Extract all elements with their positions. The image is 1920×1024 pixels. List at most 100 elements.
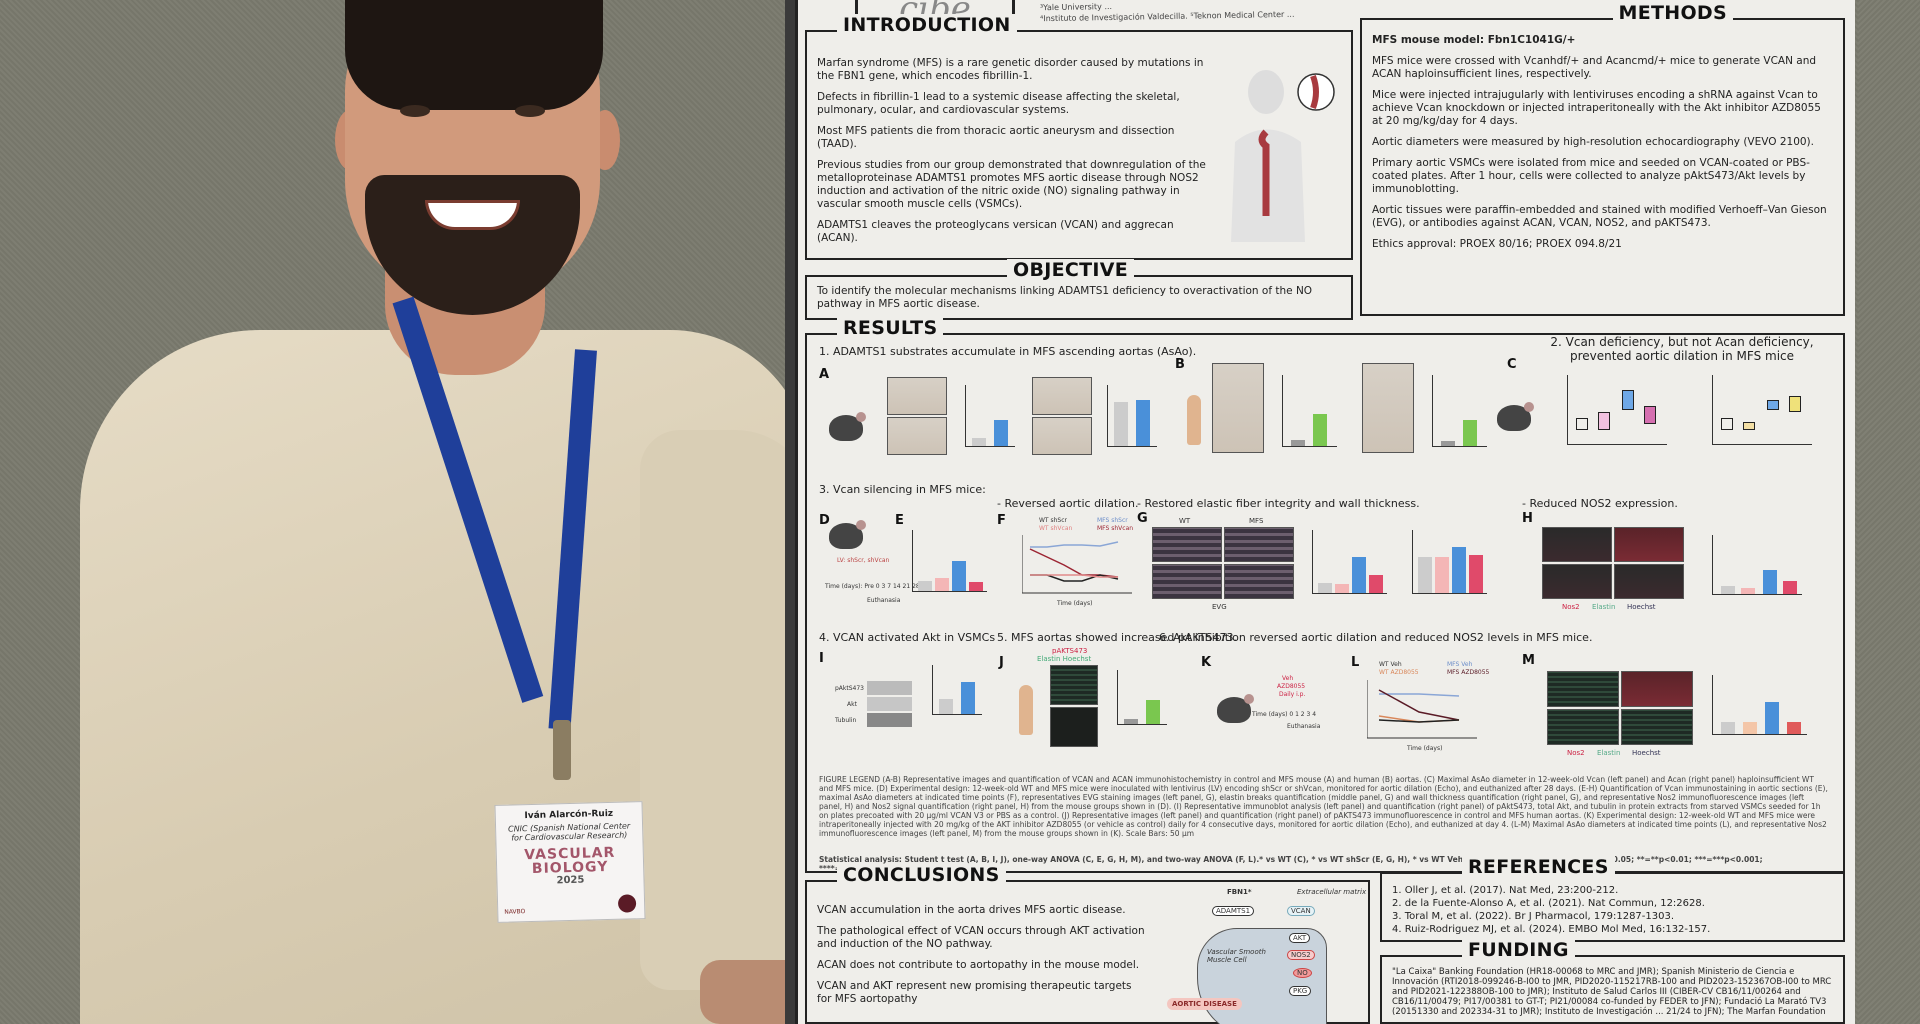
mechanism-diagram: FBN1* Extracellular matrix ADAMTS1 VCAN …: [1167, 888, 1367, 1024]
introduction-section: INTRODUCTION Marfan syndrome (MFS) is a …: [805, 14, 1353, 260]
figure-legend: FIGURE LEGEND (A-B) Representative image…: [819, 775, 1828, 838]
panel-g-col: MFS: [1249, 517, 1264, 525]
panel-m-chart: [1712, 675, 1807, 735]
results-heading-3: 3. Vcan silencing in MFS mice:: [819, 483, 986, 496]
mouse-icon: [829, 412, 866, 441]
objective-text: To identify the molecular mechanisms lin…: [817, 285, 1313, 310]
panel-l-xlabel: Time (days): [1407, 745, 1443, 752]
panel-label-k: K: [1201, 655, 1212, 670]
methods-title: METHODS: [1612, 2, 1733, 24]
panel-g-col: WT: [1179, 517, 1191, 525]
panel-label-h: H: [1522, 511, 1533, 526]
panel-j-image: [1050, 665, 1098, 705]
panel-f-line-chart: [1022, 535, 1132, 594]
presenter-smile: [425, 200, 520, 230]
panel-f-xlabel: Time (days): [1057, 600, 1093, 607]
panel-g-image: [1224, 527, 1294, 562]
diagram-vcan: VCAN: [1287, 906, 1315, 916]
badge-institution: CNIC (Spanish National Center for Cardio…: [507, 821, 631, 843]
panel-label-f: F: [997, 513, 1006, 528]
reference-item: 3. Toral M, et al. (2022). Br J Pharmaco…: [1392, 911, 1675, 922]
panel-b-acan-chart: [1432, 375, 1487, 447]
diagram-ecm: Extracellular matrix: [1297, 888, 1367, 896]
panel-l-legend: WT AZD8055: [1379, 669, 1419, 676]
panel-label-c: C: [1507, 357, 1517, 372]
panel-label-g: G: [1137, 511, 1148, 526]
panel-j-image: [1050, 707, 1098, 747]
panel-h-stain: Hoechst: [1627, 603, 1656, 611]
panel-label-m: M: [1522, 653, 1535, 668]
panel-g-elastin-chart: [1312, 530, 1387, 594]
panel-h-image: [1542, 527, 1612, 562]
results-heading-1: 1. ADAMTS1 substrates accumulate in MFS …: [819, 345, 1197, 358]
objective-title: OBJECTIVE: [1007, 259, 1135, 281]
panel-d-time: Time (days): Pre 0 3 7 14 21 28: [825, 583, 920, 590]
sponsor-logo: NAVBO: [504, 908, 526, 916]
introduction-title: INTRODUCTION: [837, 14, 1017, 36]
panel-a-acan-chart: [1107, 385, 1157, 447]
mouse-icon: [1217, 694, 1254, 723]
panel-k-time: Time (days) 0 1 2 3 4: [1252, 711, 1317, 718]
panel-f-legend: WT shVcan: [1039, 525, 1073, 532]
panel-b-acan-image: [1362, 363, 1414, 453]
panel-m-stain: Hoechst: [1632, 749, 1661, 757]
panel-h-chart: [1712, 535, 1802, 595]
panel-m-image: [1621, 671, 1693, 707]
intro-paragraph: Most MFS patients die from thoracic aort…: [817, 125, 1175, 150]
funding-section: FUNDING "La Caixa" Banking Foundation (H…: [1380, 939, 1845, 1024]
western-blot-band: [867, 697, 912, 711]
results-heading-3a: - Reversed aortic dilation.: [997, 497, 1139, 510]
panel-b-vcan-image: [1212, 363, 1264, 453]
intro-paragraph: Marfan syndrome (MFS) is a rare genetic …: [817, 57, 1204, 82]
diagram-pkg: PKG: [1289, 986, 1312, 996]
panel-k-veh: Veh: [1282, 675, 1294, 682]
presenter-hair: [345, 0, 603, 110]
panel-m-image: [1621, 709, 1693, 745]
panel-label-b: B: [1175, 357, 1185, 372]
presenter-eye: [515, 105, 545, 117]
human-icon: [1187, 395, 1201, 445]
conclusions-title: CONCLUSIONS: [837, 864, 1006, 886]
panel-m-stain: Nos2: [1567, 749, 1585, 757]
panel-d-euthanasia: Euthanasia: [867, 597, 901, 604]
diagram-akt: AKT: [1289, 933, 1311, 943]
intro-paragraph: ADAMTS1 cleaves the proteoglycans versic…: [817, 219, 1174, 244]
references-section: REFERENCES 1. Oller J, et al. (2017). Na…: [1380, 856, 1845, 942]
results-heading-5: 5. MFS aortas showed increased pAKTS473.: [997, 631, 1237, 644]
results-title: RESULTS: [837, 317, 944, 339]
methods-paragraph: Aortic tissues were paraffin-embedded an…: [1372, 204, 1827, 229]
background-wall-right: [1858, 0, 1920, 1024]
reference-item: 2. de la Fuente-Alonso A, et al. (2021).…: [1392, 898, 1705, 909]
reference-item: 1. Oller J, et al. (2017). Nat Med, 23:2…: [1392, 885, 1619, 896]
panel-l-legend: WT Veh: [1379, 661, 1402, 668]
diagram-no: NO: [1293, 968, 1312, 978]
panel-m-image: [1547, 709, 1619, 745]
mouse-icon: [1497, 402, 1534, 431]
panel-a-vcan-mfs-image: [887, 417, 947, 455]
intro-paragraph: Previous studies from our group demonstr…: [817, 159, 1206, 210]
methods-paragraph: Primary aortic VSMCs were isolated from …: [1372, 157, 1810, 195]
methods-section: METHODS MFS mouse model: Fbn1C1041G/+ MF…: [1360, 2, 1845, 316]
panel-j-stains: Elastin Hoechst: [1037, 655, 1092, 663]
panel-f-legend: WT shScr: [1039, 517, 1068, 524]
funding-text: "La Caixa" Banking Foundation (HR18-0006…: [1392, 967, 1832, 1024]
mouse-icon: [829, 520, 866, 549]
panel-a-vcan-wt-image: [887, 377, 947, 415]
results-heading-3b: - Restored elastic fiber integrity and w…: [1137, 497, 1420, 510]
western-blot-band: [867, 713, 912, 727]
panel-c-vcan-boxplot: [1567, 375, 1667, 445]
panel-h-image: [1614, 564, 1684, 599]
methods-paragraph: MFS mice were crossed with Vcanhdf/+ and…: [1372, 55, 1817, 80]
panel-a-acan-mfs-image: [1032, 417, 1092, 455]
blot-label: pAktS473: [835, 685, 865, 692]
conclusion-item: The pathological effect of VCAN occurs t…: [817, 925, 1145, 950]
diagram-vsmc: Vascular Smooth Muscle Cell: [1207, 948, 1266, 964]
event-year: 2025: [556, 875, 585, 887]
panel-a-acan-wt-image: [1032, 377, 1092, 415]
panel-h-stain: Nos2: [1562, 603, 1580, 611]
panel-i-chart: [932, 665, 982, 715]
panel-f-legend: MFS shScr: [1097, 517, 1128, 524]
panel-label-d: D: [819, 513, 830, 528]
panel-label-l: L: [1351, 655, 1360, 670]
diagram-fbn1: FBN1*: [1227, 888, 1252, 896]
